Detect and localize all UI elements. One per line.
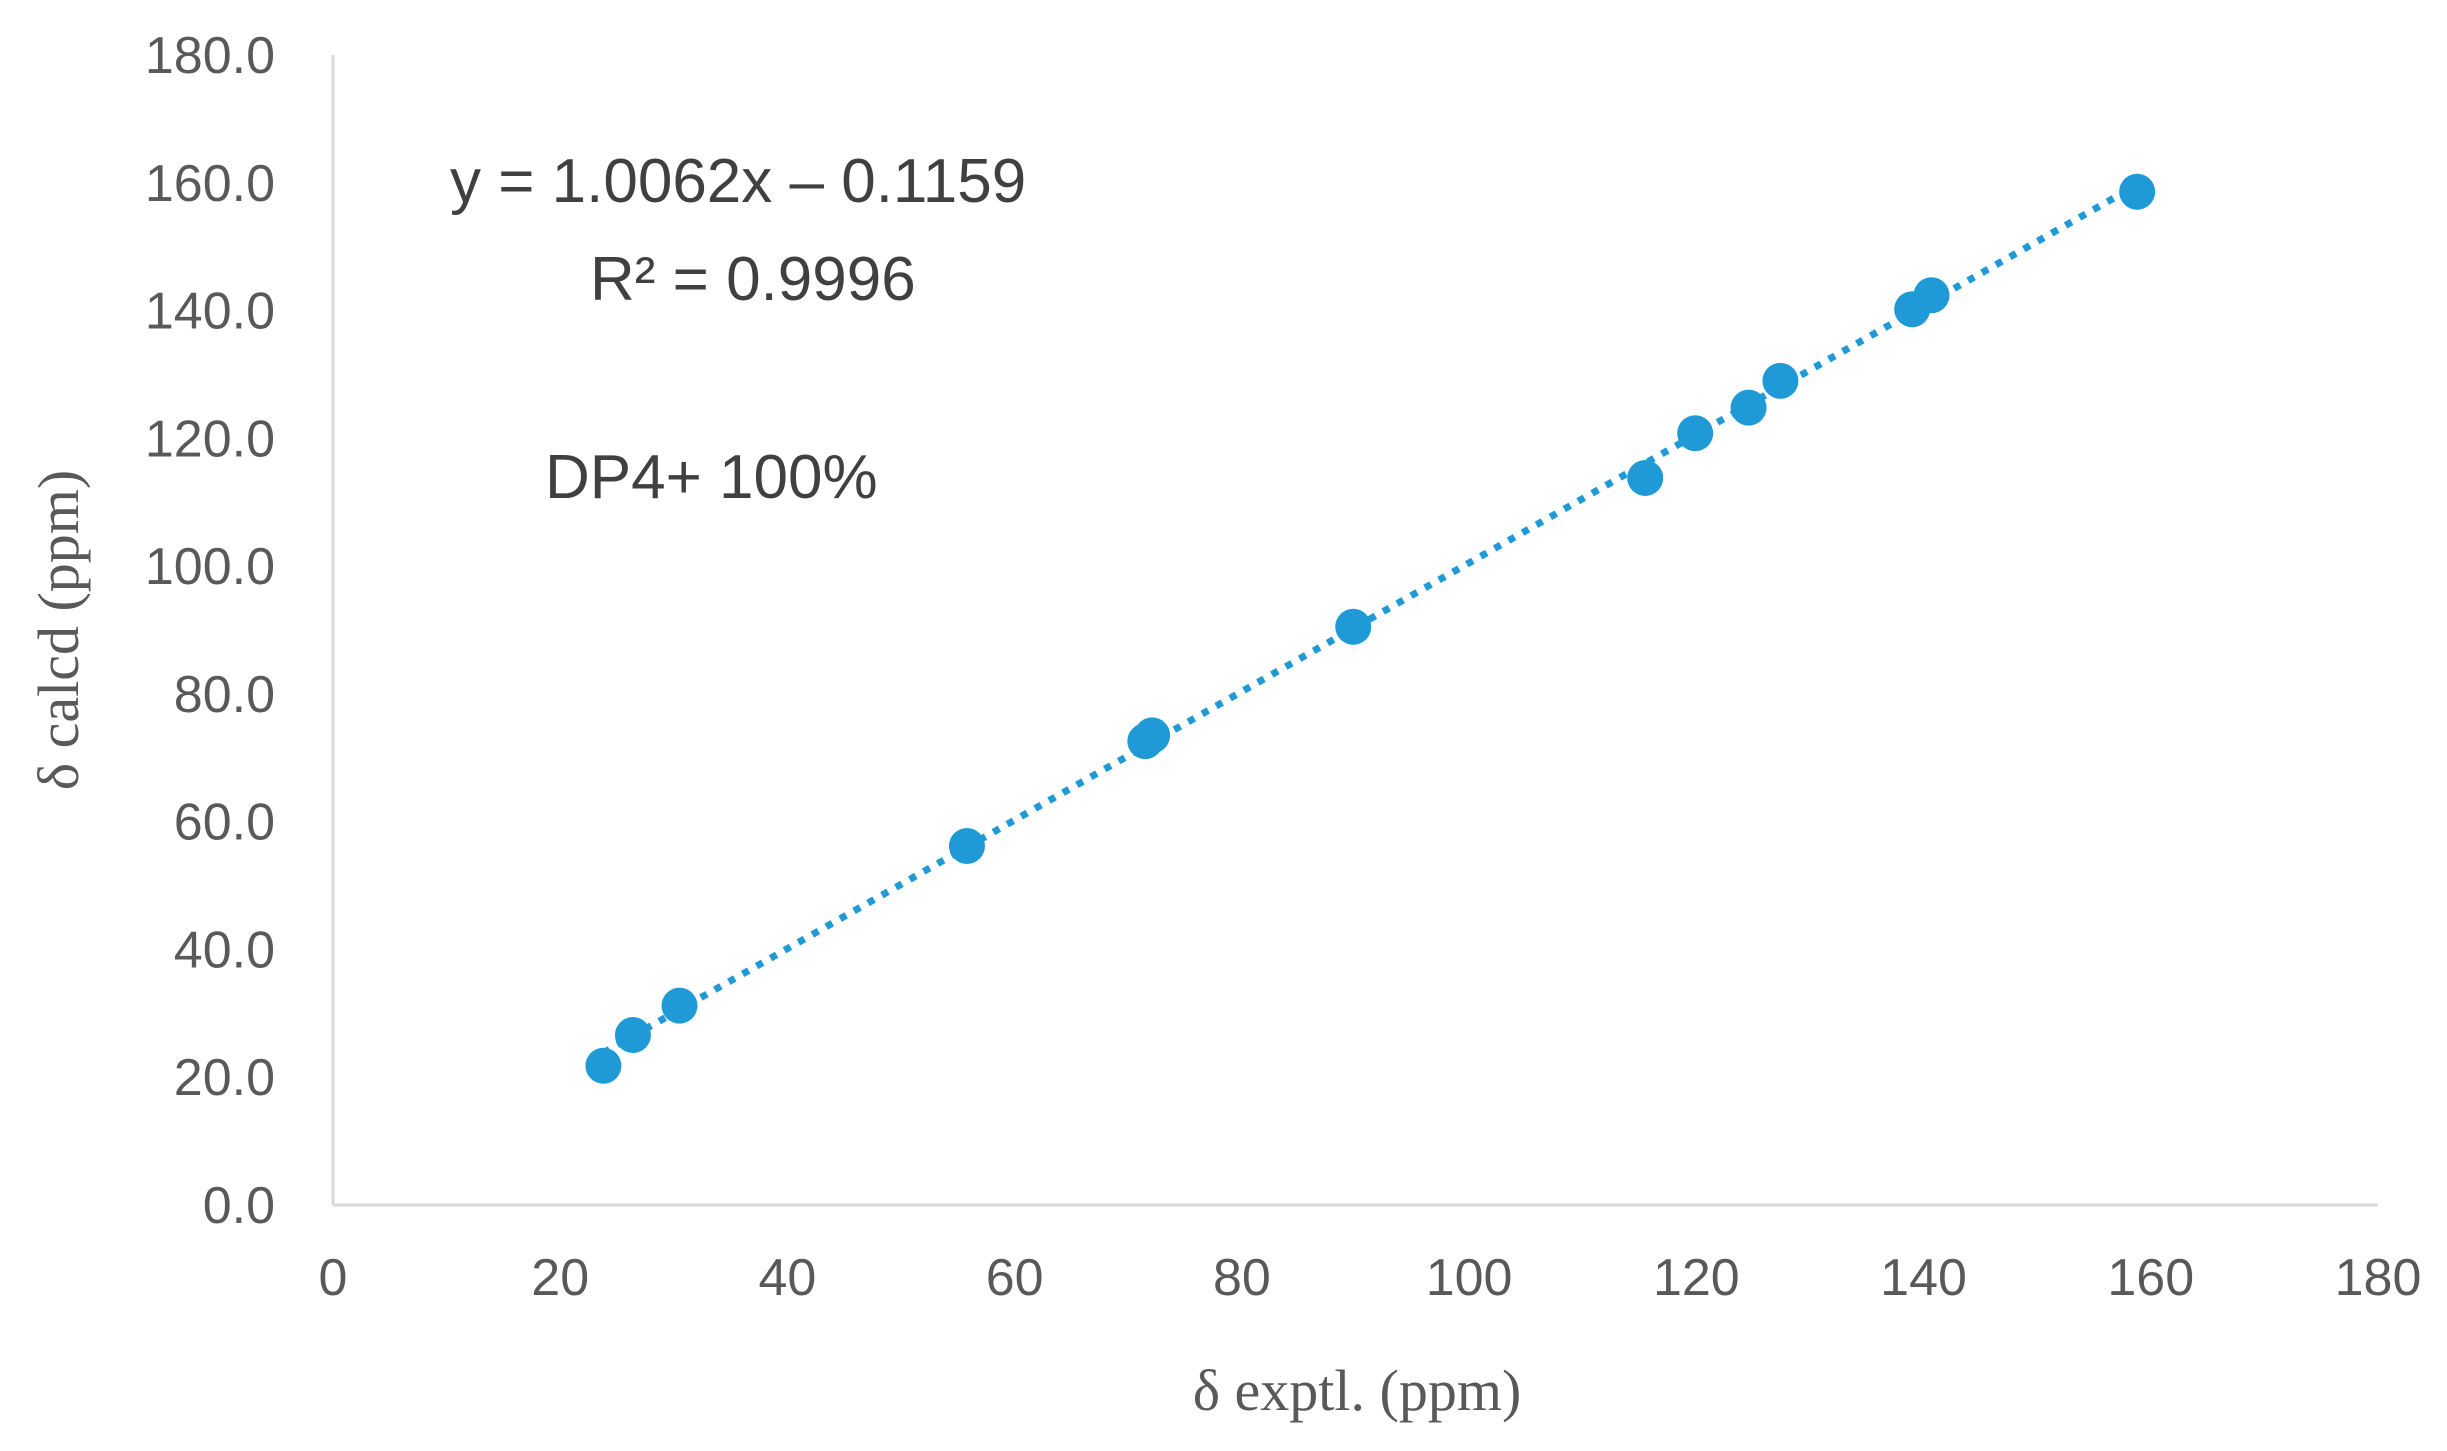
y-axis-title: δ calcd (ppm) — [26, 470, 91, 790]
y-tick-label: 40.0 — [174, 921, 275, 979]
x-tick-label: 140 — [1880, 1249, 1967, 1307]
axes — [331, 55, 2378, 1207]
regression-equation: y = 1.0062x – 0.1159 — [450, 147, 1026, 216]
y-tick-label: 120.0 — [145, 410, 275, 468]
x-tick-label: 80 — [1213, 1249, 1271, 1307]
y-tick-label: 80.0 — [174, 666, 275, 724]
data-point — [1762, 362, 1799, 399]
y-tick-label: 100.0 — [145, 538, 275, 596]
x-tick-label: 20 — [531, 1249, 589, 1307]
y-tick-label: 160.0 — [145, 155, 275, 213]
y-tick-label: 180.0 — [145, 27, 275, 85]
y-tick-label: 60.0 — [174, 794, 275, 852]
y-tick-label: 0.0 — [203, 1177, 275, 1235]
data-point — [2119, 173, 2156, 210]
data-point — [1677, 415, 1714, 452]
data-point — [948, 827, 985, 864]
x-tick-label: 40 — [759, 1249, 817, 1307]
data-point — [1134, 717, 1171, 754]
dp4-probability-label: DP4+ 100% — [545, 443, 878, 512]
trendline-group — [601, 181, 2139, 1056]
data-point — [1627, 459, 1664, 496]
x-tick-label: 60 — [986, 1249, 1044, 1307]
data-point — [585, 1047, 622, 1084]
x-tick-label: 160 — [2107, 1249, 2194, 1307]
data-point — [661, 987, 698, 1024]
x-tick-label: 120 — [1653, 1249, 1740, 1307]
data-point — [1913, 277, 1950, 314]
x-tick-label: 0 — [319, 1249, 348, 1307]
x-tick-label: 100 — [1426, 1249, 1513, 1307]
data-point — [1730, 389, 1767, 426]
trendline — [601, 181, 2139, 1056]
y-tick-label: 140.0 — [145, 283, 275, 341]
data-point — [1335, 608, 1372, 645]
tick-labels: 0 20 40 60 80 100 120 140 160 180 0.0 20.0 40.0 60.0 8… — [145, 27, 2422, 1307]
y-tick-label: 20.0 — [174, 1049, 275, 1107]
x-axis-title: δ exptl. (ppm) — [1193, 1358, 1522, 1423]
r-squared-label: R² = 0.9996 — [590, 245, 916, 314]
data-points — [585, 173, 2156, 1084]
x-tick-label: 180 — [2335, 1249, 2422, 1307]
data-point — [614, 1017, 651, 1054]
